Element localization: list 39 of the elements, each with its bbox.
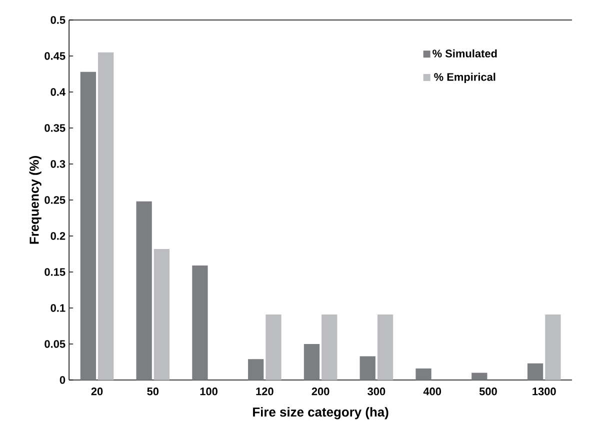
- y-tick-label: 0.25: [44, 196, 66, 204]
- y-tick-label: 0.1: [50, 304, 66, 312]
- y-tick-label: 0.2: [50, 232, 66, 240]
- y-tick-label: 0.3: [50, 160, 66, 168]
- bar: [360, 356, 376, 380]
- bar: [80, 72, 96, 380]
- y-axis-title: Frequency (%): [29, 156, 42, 244]
- bar: [545, 314, 561, 380]
- x-tick-label: 1300: [532, 388, 556, 396]
- bar: [416, 368, 432, 380]
- y-tick-label: 0.45: [44, 52, 66, 60]
- y-tick-label: 0.05: [44, 340, 66, 348]
- bar: [248, 359, 264, 380]
- bar: [192, 266, 208, 380]
- legend-label: % Empirical: [434, 72, 496, 84]
- bar: [304, 344, 320, 380]
- bar: [377, 314, 394, 380]
- y-tick-label: 0.15: [44, 268, 66, 276]
- x-tick-label: 120: [256, 388, 274, 396]
- x-tick-label: 50: [147, 388, 159, 396]
- bar: [322, 314, 338, 380]
- x-tick-label: 20: [91, 388, 103, 396]
- x-axis-title: Fire size category (ha): [253, 407, 388, 420]
- x-tick-label: 300: [368, 388, 386, 396]
- y-tick-label: 0.35: [44, 124, 66, 132]
- y-tick-label: 0.5: [50, 16, 66, 24]
- bar: [154, 248, 170, 380]
- x-tick-label: 100: [200, 388, 218, 396]
- x-tick-label: 200: [312, 388, 330, 396]
- bar: [266, 314, 282, 380]
- bar: [472, 372, 488, 380]
- bar: [527, 363, 544, 380]
- y-tick-label: 0.4: [50, 88, 66, 96]
- bar: [98, 52, 114, 380]
- x-tick-label: 500: [479, 388, 497, 396]
- x-tick-label: 400: [423, 388, 442, 396]
- y-tick-label: 0: [60, 376, 66, 384]
- bar: [136, 201, 152, 380]
- legend-label: % Simulated: [432, 49, 497, 58]
